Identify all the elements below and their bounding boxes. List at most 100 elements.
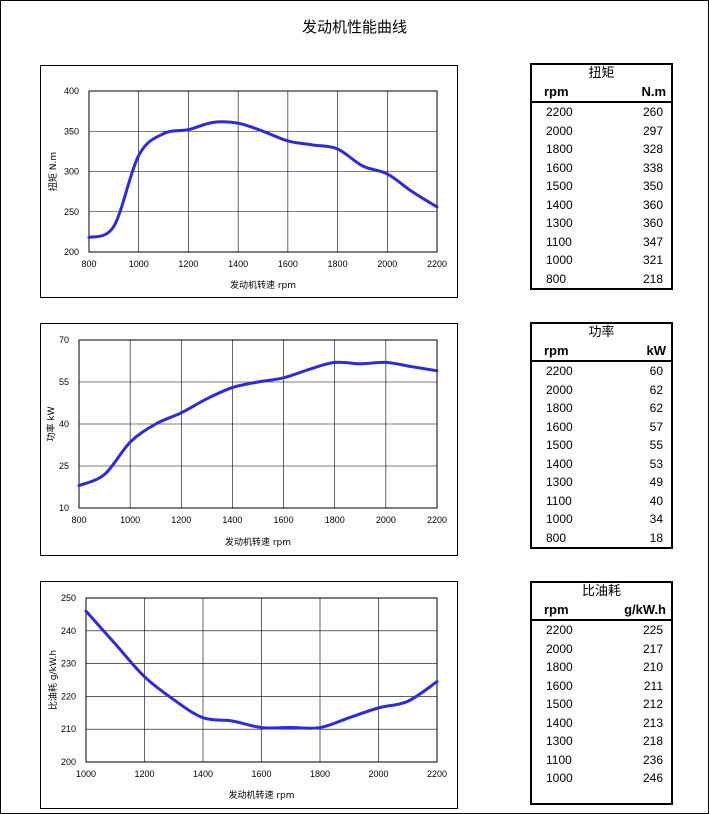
table-row: 1400 213 bbox=[532, 714, 671, 733]
table-row: 1300 218 bbox=[532, 732, 671, 751]
rpm-cell: 1500 bbox=[546, 438, 573, 452]
x-tick-label: 1200 bbox=[134, 769, 154, 779]
x-tick-label: 1200 bbox=[171, 515, 191, 525]
y-tick-label: 200 bbox=[64, 247, 79, 257]
table-row: 1600 338 bbox=[532, 159, 671, 178]
column-header-unit: kW bbox=[646, 343, 667, 358]
series-line bbox=[77, 360, 439, 488]
rpm-cell: 2000 bbox=[546, 641, 573, 656]
value-cell: 62 bbox=[649, 382, 663, 397]
value-cell: 297 bbox=[642, 123, 663, 138]
rpm-cell: 1000 bbox=[546, 253, 573, 267]
table-row: 1400 360 bbox=[532, 196, 671, 215]
series-line bbox=[84, 609, 439, 730]
y-tick-label: 400 bbox=[64, 86, 79, 96]
value-cell: 57 bbox=[649, 419, 663, 434]
x-tick-label: 1800 bbox=[310, 769, 330, 779]
table-row: 1400 53 bbox=[532, 455, 671, 474]
torque-chart-panel: 800 1000 1200 1400 1600 1800 2000 2200 200 250 300… bbox=[40, 65, 458, 298]
rpm-cell: 2200 bbox=[546, 623, 573, 637]
rpm-cell: 2000 bbox=[546, 123, 573, 138]
column-header-rpm: rpm bbox=[544, 84, 569, 99]
y-axis-label: 比油耗 g/kW.h bbox=[47, 650, 59, 710]
torque-table: 扭矩 rpm N.m 2200 260 2000 297 1800 328 1600 338 1… bbox=[530, 63, 673, 290]
column-header-unit: N.m bbox=[641, 84, 666, 99]
table-row: 2200 225 bbox=[532, 621, 671, 640]
rpm-cell: 2200 bbox=[546, 105, 573, 119]
y-tick-label: 200 bbox=[61, 757, 76, 767]
x-tick-label: 2200 bbox=[427, 769, 447, 779]
value-cell: 60 bbox=[649, 364, 663, 378]
table-title: 扭矩 bbox=[588, 66, 615, 81]
table-row: 1300 49 bbox=[532, 473, 671, 492]
x-tick-label: 1000 bbox=[120, 515, 140, 525]
value-cell: 321 bbox=[642, 253, 663, 267]
table-row: 1100 347 bbox=[532, 233, 671, 252]
rpm-cell: 1600 bbox=[546, 678, 573, 693]
y-axis-label: 功率 kW bbox=[45, 406, 57, 441]
table-body: 2200 260 2000 297 1800 328 1600 338 1500 350 1400 3… bbox=[532, 103, 671, 288]
table-row: 2000 217 bbox=[532, 640, 671, 659]
column-header-rpm: rpm bbox=[544, 602, 569, 617]
table-row: 1500 212 bbox=[532, 695, 671, 714]
value-cell: 338 bbox=[642, 160, 663, 175]
table-row: 1500 55 bbox=[532, 436, 671, 455]
table-row: 2200 260 bbox=[532, 103, 671, 122]
x-tick-label: 2200 bbox=[427, 259, 447, 269]
table-header: rpm g/kW.h bbox=[532, 601, 671, 621]
rpm-cell: 1400 bbox=[546, 197, 573, 212]
value-cell: 347 bbox=[642, 234, 663, 249]
table-row: 1600 211 bbox=[532, 677, 671, 696]
value-cell: 218 bbox=[642, 734, 663, 748]
value-cell: 53 bbox=[649, 456, 663, 471]
table-row: 1800 210 bbox=[532, 658, 671, 677]
x-tick-label: 2000 bbox=[376, 515, 396, 525]
rpm-cell: 800 bbox=[546, 530, 567, 545]
rpm-cell: 1400 bbox=[546, 715, 573, 730]
x-tick-label: 1800 bbox=[325, 515, 345, 525]
value-cell: 62 bbox=[649, 401, 663, 415]
table-body: 2200 225 2000 217 1800 210 1600 211 1500 212 1400 2… bbox=[532, 621, 671, 788]
rpm-cell: 800 bbox=[546, 271, 567, 286]
value-cell: 18 bbox=[649, 530, 663, 545]
value-cell: 49 bbox=[649, 475, 663, 489]
torque-chart: 800 1000 1200 1400 1600 1800 2000 2200 200 250 300… bbox=[47, 86, 447, 291]
x-tick-label: 1000 bbox=[129, 259, 149, 269]
x-tick-label: 1200 bbox=[178, 259, 198, 269]
table-title: 比油耗 bbox=[581, 584, 621, 599]
x-tick-label: 2000 bbox=[368, 769, 388, 779]
y-tick-label: 220 bbox=[61, 691, 76, 701]
value-cell: 246 bbox=[642, 771, 663, 785]
rpm-cell: 1800 bbox=[546, 142, 573, 156]
table-row: 2200 60 bbox=[532, 362, 671, 381]
rpm-cell: 2000 bbox=[546, 382, 573, 397]
table-title: 功率 bbox=[588, 325, 615, 340]
x-tick-label: 1800 bbox=[328, 259, 348, 269]
y-tick-label: 210 bbox=[61, 724, 76, 734]
table-row: 1100 40 bbox=[532, 492, 671, 511]
y-tick-label: 10 bbox=[59, 503, 69, 513]
power-chart-panel: 800 1000 1200 1400 1600 1800 2000 2200 10 25 40 55 7… bbox=[40, 323, 458, 556]
x-tick-label: 1600 bbox=[251, 769, 271, 779]
fuel-consumption-chart-panel: 1000 1200 1400 1600 1800 2000 2200 200 210 220 230… bbox=[40, 581, 458, 809]
table-row: 1000 34 bbox=[532, 510, 671, 529]
y-tick-label: 55 bbox=[59, 377, 69, 387]
fuel-consumption-chart: 1000 1200 1400 1600 1800 2000 2200 200 210 220 230… bbox=[47, 593, 447, 801]
y-tick-label: 70 bbox=[59, 335, 69, 345]
x-tick-label: 1400 bbox=[228, 259, 248, 269]
value-cell: 328 bbox=[642, 142, 663, 156]
rpm-cell: 1600 bbox=[546, 160, 573, 175]
table-row: 2000 297 bbox=[532, 122, 671, 141]
table-row: 800 18 bbox=[532, 529, 671, 548]
x-tick-label: 1000 bbox=[76, 769, 96, 779]
x-axis-label: 发动机转速 rpm bbox=[225, 536, 291, 548]
rpm-cell: 1100 bbox=[546, 752, 572, 767]
value-cell: 360 bbox=[642, 216, 663, 230]
power-chart: 800 1000 1200 1400 1600 1800 2000 2200 10 25 40 55 7… bbox=[45, 335, 447, 548]
y-tick-label: 350 bbox=[64, 126, 79, 136]
value-cell: 55 bbox=[649, 438, 663, 452]
y-tick-label: 250 bbox=[64, 207, 79, 217]
table-header: rpm N.m bbox=[532, 83, 671, 103]
fuel-consumption-table: 比油耗 rpm g/kW.h 2200 225 2000 217 1800 210 1600… bbox=[530, 581, 673, 805]
table-row: 1100 236 bbox=[532, 751, 671, 770]
